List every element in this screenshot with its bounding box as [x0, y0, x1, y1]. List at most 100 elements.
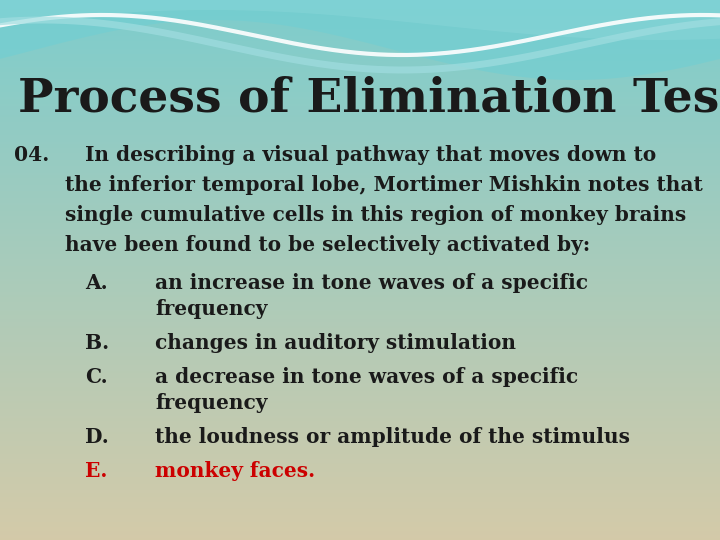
- Bar: [0, 317, 720, 319]
- Bar: [0, 194, 720, 196]
- Bar: [0, 358, 720, 360]
- Bar: [0, 247, 720, 248]
- Bar: [0, 258, 720, 259]
- Bar: [0, 304, 720, 306]
- Bar: [0, 29, 720, 31]
- Bar: [0, 324, 720, 326]
- Bar: [0, 137, 720, 139]
- Bar: [0, 466, 720, 468]
- Bar: [0, 277, 720, 279]
- Text: In describing a visual pathway that moves down to: In describing a visual pathway that move…: [85, 145, 656, 165]
- Bar: [0, 509, 720, 511]
- Bar: [0, 479, 720, 481]
- Bar: [0, 464, 720, 466]
- Bar: [0, 290, 720, 292]
- Bar: [0, 486, 720, 488]
- Bar: [0, 243, 720, 245]
- Bar: [0, 457, 720, 459]
- Bar: [0, 147, 720, 150]
- Bar: [0, 74, 720, 76]
- Bar: [0, 416, 720, 417]
- Bar: [0, 157, 720, 158]
- Bar: [0, 529, 720, 531]
- Bar: [0, 86, 720, 88]
- Bar: [0, 322, 720, 324]
- Bar: [0, 131, 720, 133]
- Bar: [0, 320, 720, 322]
- Bar: [0, 54, 720, 56]
- Bar: [0, 90, 720, 92]
- Bar: [0, 209, 720, 211]
- Bar: [0, 22, 720, 23]
- Bar: [0, 173, 720, 174]
- Bar: [0, 401, 720, 403]
- Bar: [0, 76, 720, 77]
- Bar: [0, 15, 720, 16]
- Bar: [0, 36, 720, 38]
- Bar: [0, 39, 720, 42]
- Bar: [0, 72, 720, 74]
- Bar: [0, 439, 720, 441]
- Bar: [0, 360, 720, 362]
- Bar: [0, 241, 720, 243]
- Bar: [0, 66, 720, 69]
- Bar: [0, 182, 720, 184]
- Bar: [0, 63, 720, 65]
- Bar: [0, 220, 720, 221]
- Bar: [0, 261, 720, 263]
- Bar: [0, 498, 720, 501]
- Text: 04.: 04.: [14, 145, 49, 165]
- Bar: [0, 522, 720, 524]
- Bar: [0, 97, 720, 99]
- Bar: [0, 135, 720, 137]
- Bar: [0, 471, 720, 474]
- Bar: [0, 369, 720, 371]
- Bar: [0, 371, 720, 373]
- Bar: [0, 259, 720, 261]
- Bar: [0, 236, 720, 238]
- Bar: [0, 430, 720, 432]
- Bar: [0, 279, 720, 281]
- Bar: [0, 52, 720, 54]
- Bar: [0, 115, 720, 117]
- Bar: [0, 502, 720, 504]
- Bar: [0, 331, 720, 333]
- Bar: [0, 92, 720, 93]
- Bar: [0, 536, 720, 538]
- Bar: [0, 0, 720, 2]
- Bar: [0, 189, 720, 191]
- Bar: [0, 112, 720, 113]
- Bar: [0, 353, 720, 355]
- Bar: [0, 444, 720, 447]
- Bar: [0, 428, 720, 430]
- Bar: [0, 491, 720, 493]
- Bar: [0, 362, 720, 363]
- Bar: [0, 295, 720, 297]
- Bar: [0, 400, 720, 401]
- Bar: [0, 376, 720, 378]
- Bar: [0, 342, 720, 344]
- Bar: [0, 245, 720, 247]
- Bar: [0, 218, 720, 220]
- Bar: [0, 212, 720, 214]
- Bar: [0, 106, 720, 108]
- Bar: [0, 7, 720, 9]
- Bar: [0, 374, 720, 376]
- Bar: [0, 390, 720, 393]
- Text: C.: C.: [85, 367, 107, 387]
- Bar: [0, 238, 720, 239]
- Bar: [0, 490, 720, 491]
- Bar: [0, 177, 720, 178]
- Bar: [0, 231, 720, 232]
- Bar: [0, 59, 720, 61]
- Bar: [0, 18, 720, 20]
- Bar: [0, 239, 720, 241]
- Bar: [0, 228, 720, 231]
- Bar: [0, 133, 720, 135]
- Bar: [0, 405, 720, 407]
- Bar: [0, 454, 720, 455]
- Bar: [0, 42, 720, 43]
- Bar: [0, 191, 720, 193]
- Bar: [0, 81, 720, 83]
- Bar: [0, 162, 720, 164]
